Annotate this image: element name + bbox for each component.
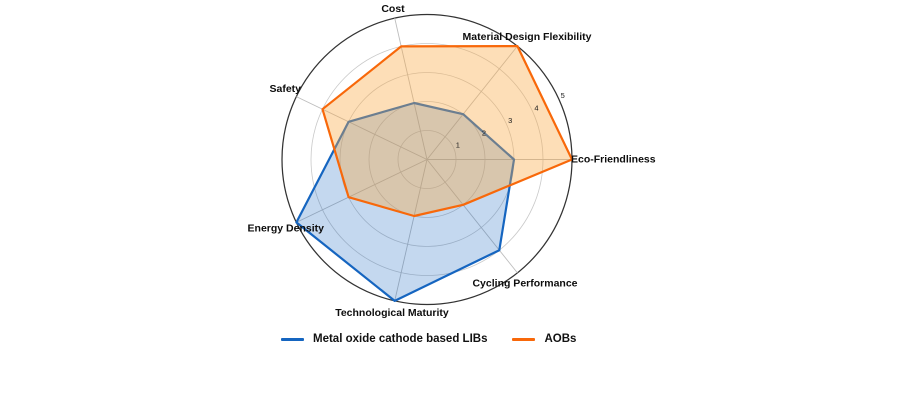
radial-tick-3: 3 [508,116,512,125]
axis-label-eco-friendliness: Eco-Friendliness [571,154,656,166]
axis-spoke-technological-maturity [394,159,428,301]
axis-spoke-material-design-flexibility [426,45,518,160]
legend-swatch-aobs [512,337,536,341]
axis-label-cycling-performance: Cycling Performance [472,278,577,290]
radial-tick-1: 1 [456,141,460,150]
series-polygon-aobs [321,44,574,218]
legend-item-aobs: AOBs [512,333,576,345]
axis-spoke-energy-density [296,159,428,223]
radial-tick-4: 4 [534,104,538,113]
legend: Metal oxide cathode based LIBs AOBs [281,333,576,345]
legend-item-metal-oxide-libs: Metal oxide cathode based LIBs [281,333,487,345]
radial-tick-2: 2 [482,128,486,137]
legend-label-aobs: AOBs [544,333,577,345]
axis-spoke-cycling-performance [426,159,518,274]
axis-label-cost: Cost [381,3,405,15]
axis-spoke-cost [394,18,428,160]
series-polygon-metal-oxide-cathode-based-libs [295,101,516,302]
axis-label-energy-density: Energy Density [248,223,325,235]
axis-label-safety: Safety [269,83,301,95]
axis-label-technological-maturity: Technological Maturity [335,307,449,319]
series-fill-aobs [322,46,572,216]
series-fill-metal-oxide-cathode-based-libs [296,103,514,301]
legend-swatch-metal-oxide-libs [281,337,304,341]
axis-spoke-safety [296,96,428,160]
legend-label-metal-oxide-libs: Metal oxide cathode based LIBs [313,333,488,345]
radial-tick-5: 5 [561,91,565,100]
axis-label-material-design-flexibility: Material Design Flexibility [463,31,592,43]
